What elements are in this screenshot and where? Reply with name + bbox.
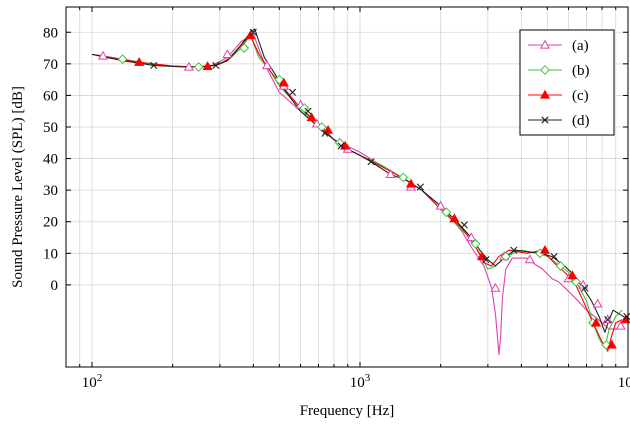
y-tick-label: 80 xyxy=(43,25,58,41)
series-marker-a xyxy=(466,232,477,242)
series-marker-c xyxy=(606,339,617,349)
axis-ticks: 102 103 104 0 10 20 30 40 50 60 70 80 xyxy=(43,7,630,391)
x-tick-label: 104 xyxy=(618,372,630,391)
series-marker-b xyxy=(398,172,409,183)
series-marker-b xyxy=(274,74,285,85)
x-axis-title: Frequency [Hz] xyxy=(300,403,395,419)
series-marker-d xyxy=(550,252,558,261)
y-tick-label: 70 xyxy=(43,57,58,73)
series-marker-c xyxy=(539,244,551,254)
series-marker-d xyxy=(416,183,424,191)
y-tick-label: 30 xyxy=(43,183,58,199)
series-marker-d xyxy=(249,28,257,36)
legend-marker-d xyxy=(541,116,549,124)
series-markers xyxy=(98,28,630,350)
y-tick-label: 10 xyxy=(43,246,58,262)
series-marker-a xyxy=(385,169,396,179)
y-tick-label: 50 xyxy=(43,120,58,136)
legend-marker-b xyxy=(540,65,550,75)
series-marker-d xyxy=(482,256,490,264)
series-marker-a xyxy=(222,49,233,59)
series-marker-a xyxy=(98,50,109,60)
series-marker-b xyxy=(239,43,250,53)
series-marker-d xyxy=(581,284,589,292)
series-marker-c xyxy=(449,213,460,223)
legend-marker-a xyxy=(539,39,551,49)
series-marker-a xyxy=(592,298,603,308)
legend-label-c: (c) xyxy=(572,88,589,104)
series-marker-b xyxy=(555,261,566,271)
series-marker-c xyxy=(306,112,317,122)
y-tick-label: 0 xyxy=(51,278,59,294)
legend-marker-c xyxy=(539,89,551,99)
series-marker-b xyxy=(601,339,612,350)
series-marker-a xyxy=(524,254,535,264)
series-marker-c xyxy=(322,124,334,134)
series-marker-d xyxy=(150,61,158,70)
series-marker-c xyxy=(278,77,289,87)
series-marker-d xyxy=(604,316,612,324)
series-marker-a xyxy=(578,279,589,289)
series-lines xyxy=(91,28,629,355)
legend-label-b: (b) xyxy=(572,63,590,79)
series-marker-a xyxy=(490,282,501,292)
series-marker-d xyxy=(460,221,468,229)
series-marker-d xyxy=(367,158,375,166)
series-marker-b xyxy=(500,251,511,262)
series-marker-b xyxy=(470,238,481,249)
series-marker-d xyxy=(510,246,518,254)
series-marker-c xyxy=(405,178,417,188)
series-marker-a xyxy=(435,200,446,210)
y-tick-label: 20 xyxy=(43,215,58,231)
series-marker-d xyxy=(212,61,220,70)
series-marker-a xyxy=(615,320,626,330)
series-marker-b xyxy=(117,54,128,65)
x-tick-label: 102 xyxy=(82,372,103,391)
series-marker-d xyxy=(304,107,312,115)
series-marker-d xyxy=(288,88,297,96)
legend-label-d: (d) xyxy=(572,113,590,129)
series-marker-b xyxy=(441,207,452,218)
x-tick-label: 103 xyxy=(350,372,371,391)
legend: (a) (b) (c) (d) xyxy=(519,29,615,136)
y-tick-label: 40 xyxy=(43,152,58,168)
series-marker-a xyxy=(261,60,273,70)
series-marker-b xyxy=(193,62,204,72)
series-marker-c xyxy=(134,57,145,66)
series-marker-d xyxy=(321,129,329,137)
series-marker-c xyxy=(590,317,602,327)
series-marker-b xyxy=(316,122,327,132)
series-marker-d xyxy=(337,142,345,150)
legend-box xyxy=(519,29,615,136)
series-marker-c xyxy=(202,61,213,71)
series-marker-c xyxy=(567,270,578,280)
y-axis-title: Sound Pressure Level (SPL) [dB] xyxy=(10,86,26,288)
plot-area-frame xyxy=(65,6,629,368)
legend-label-a: (a) xyxy=(572,38,589,54)
series-marker-b xyxy=(571,276,581,287)
y-tick-label: 60 xyxy=(43,88,58,104)
series-line-d xyxy=(91,28,629,333)
series-marker-d xyxy=(623,312,630,321)
series-marker-a xyxy=(183,61,194,71)
